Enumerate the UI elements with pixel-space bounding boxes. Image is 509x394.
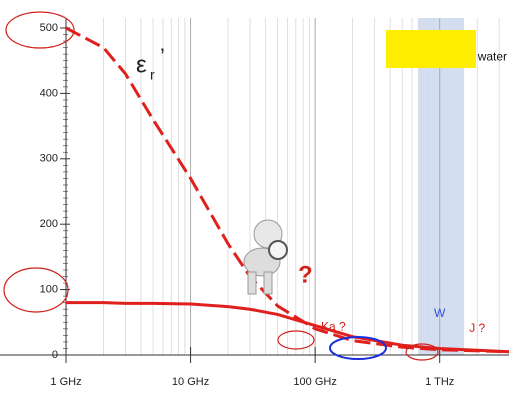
- y-tick-label: 0: [52, 349, 58, 361]
- x-tick-label: 1 THz: [425, 376, 454, 388]
- y-tick-label: 200: [40, 218, 58, 230]
- annotation: W: [434, 306, 446, 320]
- thinker-icon: ?: [243, 219, 313, 295]
- x-tick-label: 10 GHz: [172, 376, 209, 388]
- highlight-band: [418, 18, 465, 355]
- symbol-sub: r: [150, 67, 155, 83]
- question-mark: ?: [298, 261, 313, 288]
- y-tick-label: 100: [40, 284, 58, 296]
- highlight-ellipses: [3, 11, 439, 361]
- annotation: J ?: [469, 321, 485, 335]
- annotation: Ka ?: [321, 320, 346, 334]
- y-tick-label: 500: [40, 22, 58, 34]
- label-box: [386, 30, 476, 68]
- y-tick-label: 300: [40, 153, 58, 165]
- symbol-prime: ’: [160, 44, 165, 69]
- series-line: [66, 301, 509, 354]
- x-tick-label: 1 GHz: [50, 376, 81, 388]
- x-tick-label: 100 GHz: [293, 376, 336, 388]
- symbol: ε: [136, 51, 147, 78]
- y-tick-label: 400: [40, 87, 58, 99]
